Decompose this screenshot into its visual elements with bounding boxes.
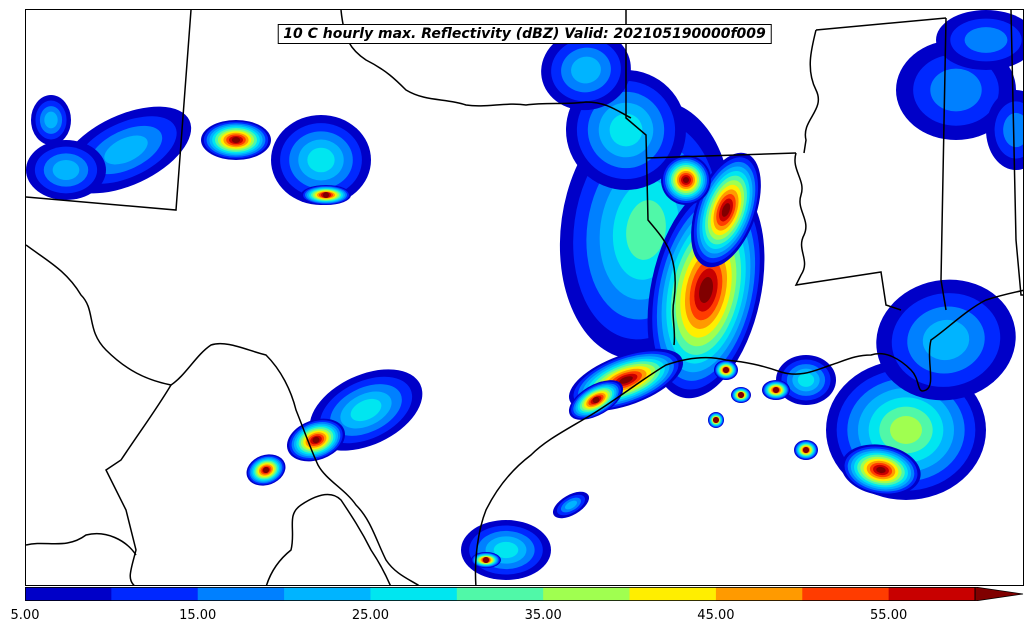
state-border-alabama-west xyxy=(940,17,947,311)
colorbar-tick-label: 15.00 xyxy=(179,608,217,623)
state-border-arkansas-louisiana xyxy=(645,152,797,159)
storm-cell xyxy=(841,444,921,496)
storm-cell xyxy=(647,181,765,399)
storm-cell xyxy=(714,360,738,380)
storm-cell xyxy=(286,418,346,462)
reflectivity-contour xyxy=(231,137,241,143)
map-panel: 10 C hourly max. Reflectivity (dBZ) Vali… xyxy=(25,9,1024,586)
mexico-state-line-1 xyxy=(105,384,172,585)
state-border-east-texas xyxy=(625,10,676,346)
colorbar-tick-label: 45.00 xyxy=(697,608,735,623)
reflectivity-contour xyxy=(619,376,633,384)
state-border-northwest xyxy=(26,10,192,211)
reflectivity-contour xyxy=(713,417,719,423)
colorbar-bin xyxy=(284,587,371,601)
international-border xyxy=(26,244,420,585)
storm-cell xyxy=(661,155,711,205)
state-border-north-east xyxy=(815,17,947,31)
mexico-state-line-3 xyxy=(265,493,391,585)
colorbar xyxy=(25,587,1024,601)
reflectivity-storm-cells xyxy=(26,10,1023,580)
storm-cell xyxy=(708,412,724,428)
colorbar-bin xyxy=(715,587,803,601)
colorbar-bin xyxy=(629,587,717,601)
storm-cell xyxy=(762,380,790,400)
reflectivity-contour xyxy=(876,466,886,474)
geographic-boundaries xyxy=(26,10,1023,585)
reflectivity-contour xyxy=(493,541,519,559)
colorbar-bin xyxy=(111,587,199,601)
colorbar-outline xyxy=(25,587,976,601)
reflectivity-contour xyxy=(773,387,779,393)
colorbar-bin xyxy=(370,587,458,601)
colorbar-bin xyxy=(543,587,631,601)
reflectivity-contour xyxy=(922,319,970,361)
reflectivity-contour xyxy=(44,111,58,129)
storm-cell xyxy=(936,10,1023,70)
reflectivity-contour xyxy=(312,436,320,444)
storm-cell xyxy=(691,152,761,268)
storm-cell xyxy=(731,387,751,403)
reflectivity-contour xyxy=(698,277,714,303)
reflectivity-contour xyxy=(683,177,689,183)
reflectivity-map xyxy=(26,10,1023,585)
reflectivity-contour xyxy=(930,68,982,112)
reflectivity-contour xyxy=(483,557,489,563)
storm-cell xyxy=(541,29,631,111)
colorbar-bin xyxy=(197,587,285,601)
reflectivity-contour xyxy=(323,192,329,198)
gulf-coastline xyxy=(474,289,1023,585)
colorbar-bin xyxy=(456,587,544,601)
colorbar-bin xyxy=(888,587,976,601)
colorbar-tick-label: 55.00 xyxy=(870,608,908,623)
colorbar-bin xyxy=(802,587,890,601)
storm-cell xyxy=(566,70,686,190)
storm-cell xyxy=(246,454,286,486)
colorbar-bin xyxy=(25,587,112,601)
storm-cell xyxy=(301,185,351,205)
state-border-alabama-east xyxy=(1010,10,1023,296)
reflectivity-contour xyxy=(350,398,382,422)
reflectivity-contour xyxy=(609,113,643,147)
storm-cell xyxy=(552,491,590,519)
mississippi-river xyxy=(794,152,902,311)
reflectivity-contour xyxy=(571,56,601,84)
colorbar-tick-labels: 5.00 15.00 25.00 35.00 45.00 55.00 xyxy=(0,608,1033,626)
storm-cell xyxy=(31,95,71,145)
colorbar-tick-label: 5.00 xyxy=(10,608,40,623)
reflectivity-contour xyxy=(890,416,922,444)
chart-title: 10 C hourly max. Reflectivity (dBZ) Vali… xyxy=(277,24,772,44)
storm-cell xyxy=(568,380,624,420)
reflectivity-contour xyxy=(592,396,600,404)
reflectivity-contour xyxy=(721,203,731,217)
reflectivity-contour xyxy=(964,27,1008,53)
colorbar-tick-label: 35.00 xyxy=(524,608,562,623)
reflectivity-contour xyxy=(564,500,578,510)
state-border-north xyxy=(340,10,632,119)
storm-cell xyxy=(201,120,271,160)
colorbar-extension-arrow xyxy=(974,587,1024,601)
reflectivity-contour xyxy=(797,373,815,387)
mexico-state-line-2 xyxy=(26,533,137,556)
storm-cell xyxy=(26,140,106,200)
storm-cell xyxy=(794,440,818,460)
reflectivity-contour xyxy=(104,135,148,165)
reflectivity-contour xyxy=(626,200,666,260)
colorbar-tick-label: 25.00 xyxy=(351,608,390,623)
storm-cell xyxy=(471,552,501,568)
state-border-mississippi-north xyxy=(803,29,819,154)
reflectivity-contour xyxy=(723,367,729,373)
reflectivity-contour xyxy=(263,467,269,473)
reflectivity-contour xyxy=(803,447,809,453)
storm-cell xyxy=(461,520,551,580)
reflectivity-contour xyxy=(307,147,335,173)
reflectivity-contour xyxy=(52,160,80,180)
storm-cell xyxy=(271,115,371,205)
reflectivity-contour xyxy=(738,392,744,398)
